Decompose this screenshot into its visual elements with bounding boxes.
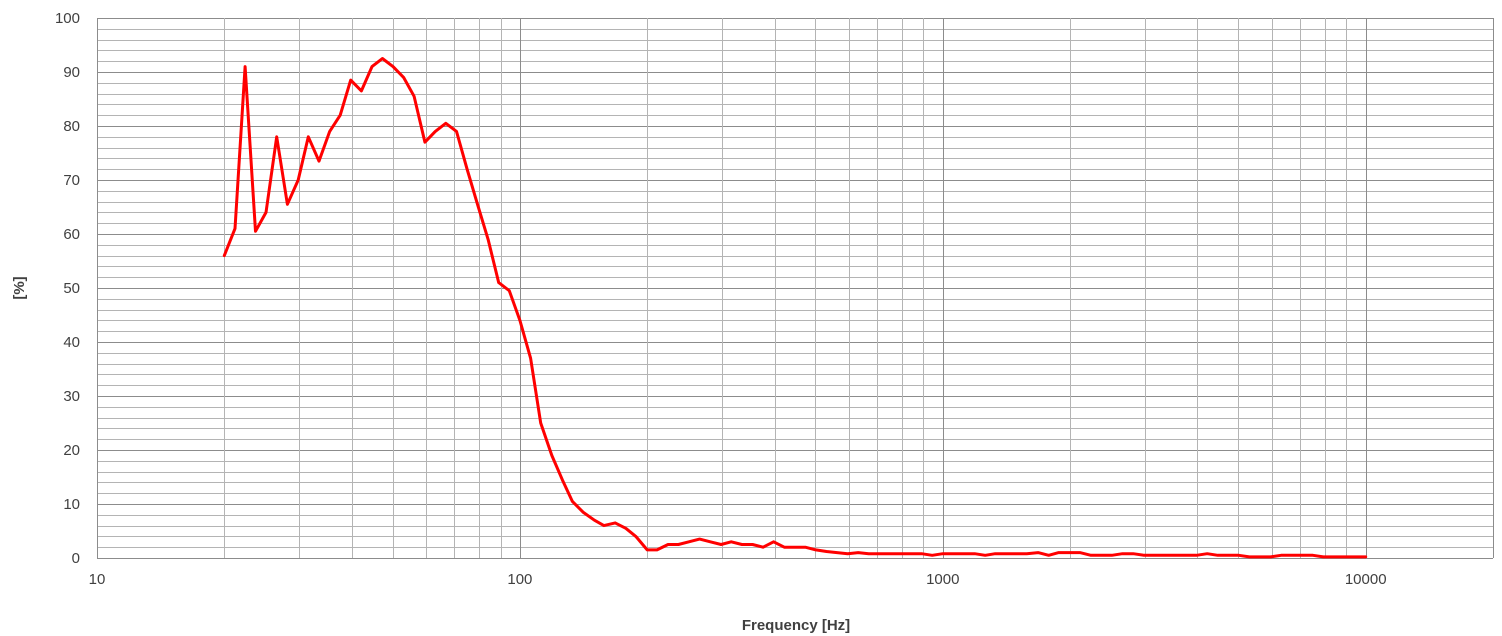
chart-grid: [97, 18, 1494, 559]
y-tick-label: 50: [63, 280, 80, 297]
y-tick-label: 0: [72, 550, 80, 567]
x-tick-label: 1000: [926, 571, 959, 588]
y-tick-label: 20: [63, 442, 80, 459]
x-tick-label: 10: [89, 571, 106, 588]
x-tick-label: 100: [507, 571, 532, 588]
series-line: [222, 57, 1368, 559]
y-tick-label: 30: [63, 388, 80, 405]
x-axis-title: Frequency [Hz]: [742, 617, 850, 634]
y-tick-label: 80: [63, 118, 80, 135]
y-tick-label: 10: [63, 496, 80, 513]
series-layer: [222, 57, 1368, 559]
y-axis-tick-labels: 0 10 20 30 40 50 60 70 80 90 100: [55, 10, 80, 567]
y-tick-label: 40: [63, 334, 80, 351]
x-tick-label: 10000: [1345, 571, 1387, 588]
y-tick-label: 70: [63, 172, 80, 189]
y-tick-label: 100: [55, 10, 80, 27]
y-tick-label: 90: [63, 64, 80, 81]
x-axis-tick-labels: 10 100 1000 10000: [89, 571, 1387, 588]
y-tick-label: 60: [63, 226, 80, 243]
y-axis-title: [%]: [11, 276, 28, 299]
